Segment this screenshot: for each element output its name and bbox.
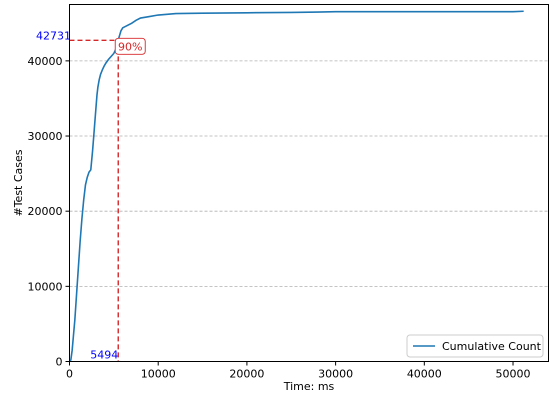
- y-tick-label: 30000: [28, 130, 63, 143]
- y-tick-label: 20000: [28, 205, 63, 218]
- legend-box: [406, 334, 544, 358]
- x-tick-label: 40000: [407, 368, 442, 381]
- x-tick-label: 10000: [141, 368, 176, 381]
- y-marker-value: 42731: [36, 29, 71, 42]
- legend-label: Cumulative Count: [442, 340, 542, 353]
- threshold-markers: 90% 42731 5494: [36, 29, 146, 362]
- y-tick-label: 0: [56, 356, 63, 369]
- y-tick-label: 40000: [28, 55, 63, 68]
- x-axis-label: Time: ms: [283, 380, 335, 393]
- y-axis-label: #Test Cases: [12, 149, 25, 216]
- series-line-cumulative-count: [68, 10, 524, 363]
- threshold-label-box: [114, 37, 146, 55]
- plot-frame: [69, 4, 549, 362]
- x-tick-label: 20000: [229, 368, 264, 381]
- y-axis-ticks: 0 10000 20000 30000 40000: [28, 55, 70, 369]
- x-axis-ticks: 0 10000 20000 30000 40000 50000: [66, 361, 531, 381]
- x-tick-label: 50000: [496, 368, 531, 381]
- legend: Cumulative Count: [406, 334, 544, 358]
- x-tick-label: 30000: [318, 368, 353, 381]
- threshold-label: 90%: [118, 40, 142, 53]
- y-tick-label: 10000: [28, 280, 63, 293]
- x-marker-value: 5494: [90, 349, 118, 362]
- x-tick-label: 0: [66, 368, 73, 381]
